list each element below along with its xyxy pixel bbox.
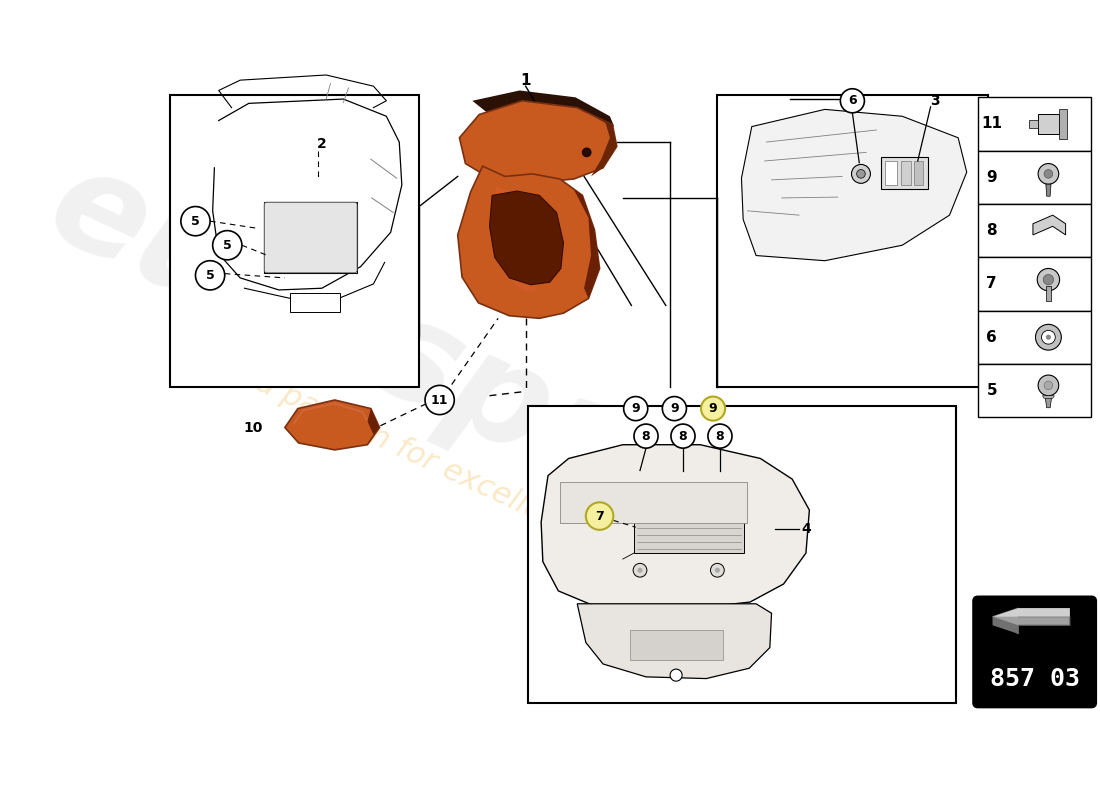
Bar	[978, 258, 1091, 310]
Polygon shape	[741, 110, 967, 261]
Circle shape	[851, 165, 870, 183]
Text: 9: 9	[987, 170, 997, 185]
Circle shape	[708, 424, 732, 448]
Circle shape	[1038, 163, 1058, 184]
Circle shape	[212, 230, 242, 260]
Circle shape	[425, 386, 454, 414]
Bar	[1046, 286, 1050, 301]
Circle shape	[582, 148, 591, 157]
Text: 11: 11	[981, 117, 1002, 131]
Circle shape	[670, 669, 682, 681]
Bar	[629, 630, 723, 660]
Bar	[978, 364, 1091, 417]
Circle shape	[1035, 324, 1062, 350]
Polygon shape	[458, 166, 600, 318]
Text: a passion for excellence 1985: a passion for excellence 1985	[251, 368, 676, 587]
Text: 8: 8	[987, 223, 997, 238]
Bar	[978, 150, 1091, 204]
Text: 9: 9	[670, 402, 679, 415]
Polygon shape	[560, 179, 600, 298]
Circle shape	[701, 397, 725, 421]
Circle shape	[840, 89, 865, 113]
Text: 9: 9	[631, 402, 640, 415]
Bar	[881, 157, 928, 190]
Bar	[914, 161, 923, 185]
Circle shape	[1046, 334, 1050, 340]
Text: 5: 5	[191, 214, 200, 228]
Text: 8: 8	[641, 430, 650, 442]
Text: 5: 5	[223, 238, 232, 252]
Polygon shape	[578, 604, 771, 678]
Text: 7: 7	[595, 510, 604, 522]
Bar	[290, 294, 340, 312]
Bar	[634, 500, 744, 553]
Circle shape	[671, 424, 695, 448]
Bar	[901, 161, 911, 185]
Bar	[528, 406, 956, 702]
Circle shape	[180, 206, 210, 236]
Polygon shape	[1046, 184, 1050, 196]
Circle shape	[634, 563, 647, 577]
FancyBboxPatch shape	[974, 597, 1096, 707]
Polygon shape	[1045, 396, 1052, 408]
Polygon shape	[575, 108, 617, 177]
Polygon shape	[541, 445, 810, 610]
Circle shape	[586, 502, 614, 530]
Text: 5: 5	[987, 383, 997, 398]
Circle shape	[711, 563, 724, 577]
Polygon shape	[490, 191, 563, 285]
Polygon shape	[992, 608, 1070, 617]
Text: 10: 10	[243, 421, 263, 434]
Polygon shape	[367, 409, 380, 443]
Bar	[886, 161, 898, 185]
Bar	[264, 202, 358, 273]
Polygon shape	[1043, 396, 1055, 398]
Polygon shape	[472, 90, 614, 126]
Text: 5: 5	[206, 269, 214, 282]
Text: 11: 11	[431, 394, 449, 406]
Text: 4: 4	[801, 522, 811, 536]
Polygon shape	[1033, 215, 1066, 235]
Polygon shape	[460, 101, 617, 182]
Text: 6: 6	[848, 94, 857, 107]
Circle shape	[1038, 375, 1058, 396]
Circle shape	[634, 424, 658, 448]
Polygon shape	[285, 400, 380, 450]
Circle shape	[662, 397, 686, 421]
Text: 8: 8	[679, 430, 688, 442]
Circle shape	[1042, 330, 1055, 344]
Text: 7: 7	[987, 277, 997, 291]
Circle shape	[715, 568, 720, 573]
Text: 1: 1	[520, 73, 531, 88]
Bar	[169, 94, 419, 387]
Text: 9: 9	[708, 402, 717, 415]
Bar	[1038, 114, 1058, 134]
Circle shape	[1043, 274, 1054, 285]
Text: 6: 6	[987, 330, 997, 345]
Bar	[1058, 109, 1067, 139]
Polygon shape	[492, 186, 539, 292]
Bar	[1030, 120, 1038, 128]
Circle shape	[1044, 381, 1053, 390]
Bar	[717, 94, 988, 387]
Text: 857 03: 857 03	[990, 667, 1080, 691]
Circle shape	[1044, 170, 1053, 178]
Text: 2: 2	[317, 137, 327, 150]
Circle shape	[196, 261, 224, 290]
Bar	[978, 310, 1091, 364]
Circle shape	[1037, 269, 1059, 291]
Bar	[978, 98, 1091, 150]
Circle shape	[637, 568, 642, 573]
Circle shape	[624, 397, 648, 421]
Bar	[978, 204, 1091, 258]
Polygon shape	[992, 608, 1070, 634]
Bar	[560, 482, 748, 523]
Text: 8: 8	[716, 430, 724, 442]
Text: 3: 3	[931, 94, 939, 108]
Polygon shape	[992, 617, 1019, 634]
Circle shape	[857, 170, 866, 178]
Text: eurospares: eurospares	[29, 136, 881, 630]
FancyBboxPatch shape	[264, 202, 358, 273]
